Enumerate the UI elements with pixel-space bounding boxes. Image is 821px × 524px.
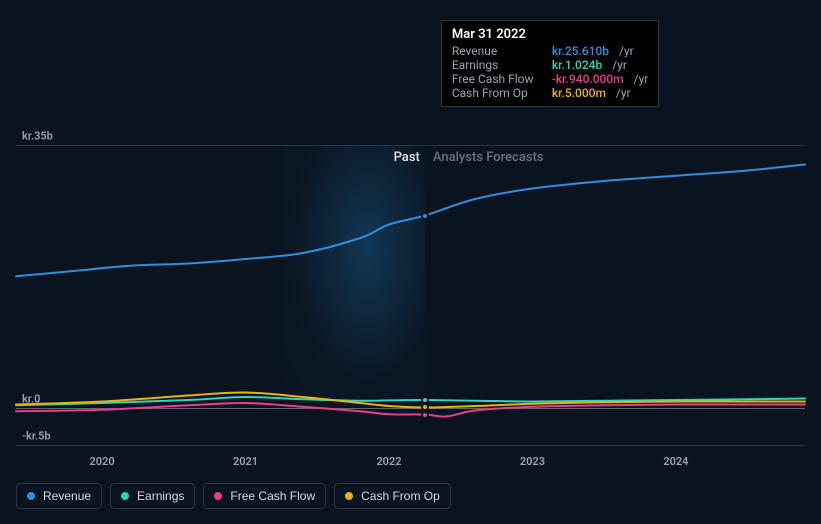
legend-swatch (27, 492, 35, 500)
x-axis-label: 2024 (663, 455, 688, 468)
marker-free_cash_flow (421, 411, 429, 419)
marker-revenue (421, 212, 429, 220)
financial-chart: -kr.5bkr.0kr.35b Past Analysts Forecasts… (16, 0, 805, 470)
legend-label: Cash From Op (361, 489, 440, 503)
legend: Revenue Earnings Free Cash Flow Cash From O… (16, 483, 451, 509)
tooltip-row: Free Cash Flow-kr.940.000m/yr (452, 72, 649, 86)
legend-swatch (121, 492, 129, 500)
legend-item-revenue[interactable]: Revenue (16, 483, 102, 509)
line-plot (16, 0, 805, 450)
plot-area[interactable]: -kr.5bkr.0kr.35b Past Analysts Forecasts… (16, 0, 805, 450)
x-axis-label: 2021 (233, 455, 258, 468)
marker-cash_from_op (421, 403, 429, 411)
legend-item-cash_from_op[interactable]: Cash From Op (334, 483, 451, 509)
legend-swatch (345, 492, 353, 500)
tooltip-title: Mar 31 2022 (452, 27, 649, 42)
tooltip-row: Revenuekr.25.610b/yr (452, 44, 649, 58)
x-axis-label: 2020 (89, 455, 114, 468)
x-axis-label: 2023 (520, 455, 545, 468)
x-axis-label: 2022 (376, 455, 401, 468)
legend-item-free_cash_flow[interactable]: Free Cash Flow (203, 483, 326, 509)
legend-label: Revenue (43, 489, 91, 503)
legend-swatch (214, 492, 222, 500)
legend-item-earnings[interactable]: Earnings (110, 483, 195, 509)
legend-label: Earnings (137, 489, 184, 503)
tooltip: Mar 31 2022 Revenuekr.25.610b/yrEarnings… (441, 20, 660, 107)
tooltip-row: Earningskr.1.024b/yr (452, 58, 649, 72)
legend-label: Free Cash Flow (230, 489, 315, 503)
tooltip-row: Cash From Opkr.5.000m/yr (452, 86, 649, 100)
